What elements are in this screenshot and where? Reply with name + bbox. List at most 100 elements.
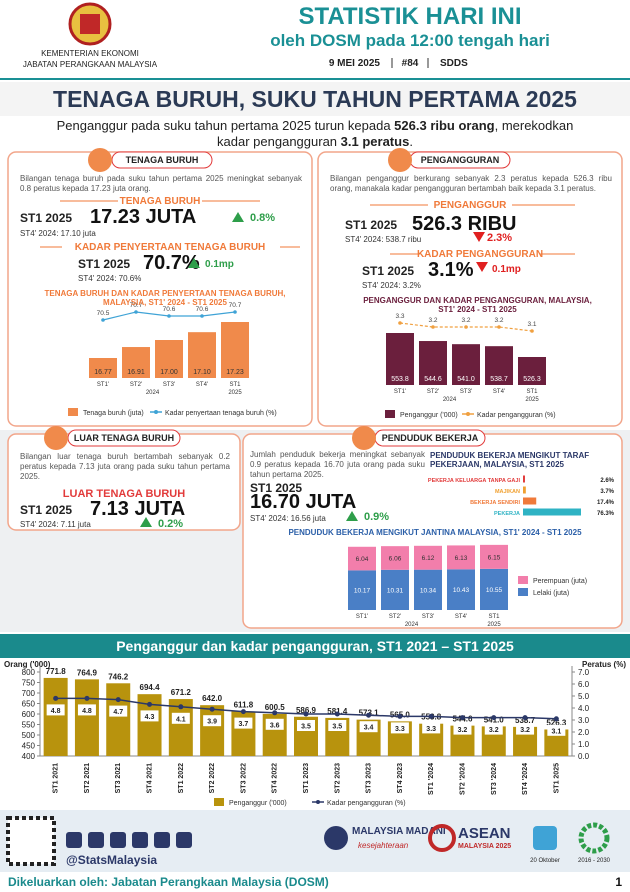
- kpi-label: PENGANGGUR: [434, 200, 508, 211]
- y2-tick-label: 3.0: [578, 716, 590, 725]
- kpi-change: 0.1mp: [205, 259, 234, 270]
- line-value-label: 70.5: [97, 310, 110, 317]
- x-tick-label: ST2 2022: [209, 763, 216, 793]
- issue: #84: [402, 58, 419, 69]
- year-label: 2025: [525, 397, 539, 403]
- y-tick-label: 750: [22, 679, 36, 688]
- segment-label: 6.13: [455, 555, 468, 562]
- line-value-label: 3.2: [428, 317, 437, 324]
- legend-swatch: [154, 410, 158, 414]
- line-value-label: 70.7: [130, 302, 143, 309]
- line-marker: [101, 318, 105, 322]
- kpi-value: 17.23 JUTA: [90, 206, 196, 228]
- bar: [43, 677, 68, 756]
- line-value-label: 3.2: [461, 317, 470, 324]
- legend-label: Penganggur ('000): [400, 412, 458, 419]
- social-icon[interactable]: [176, 832, 192, 848]
- legend-swatch: [68, 408, 78, 416]
- qr-code: [6, 816, 56, 866]
- line-value-label: 3.2: [520, 727, 530, 734]
- line-value-label: 4.1: [176, 716, 186, 723]
- bar-value-label: 538.7: [515, 716, 536, 725]
- y2-tick-label: 7.0: [578, 668, 590, 677]
- chart-title: TENAGA BURUH DAN KADAR PENYERTAAN TENAGA…: [44, 289, 286, 307]
- social-icon[interactable]: [110, 832, 126, 848]
- social-icon[interactable]: [66, 832, 82, 848]
- bar: [518, 357, 546, 385]
- year-label: 2024: [443, 397, 457, 403]
- line-label-box: [359, 721, 378, 733]
- panel-text: Bilangan penganggur berkurang sebanyak 2…: [330, 174, 612, 193]
- social-icon[interactable]: [88, 832, 104, 848]
- kpi-change: 0.9%: [364, 511, 389, 523]
- line-marker: [428, 713, 434, 719]
- line-value-label: 3.7: [239, 721, 249, 728]
- x-tick-label: ST1: [488, 614, 500, 620]
- line-label-box: [46, 704, 65, 716]
- year-label: 2024: [405, 622, 419, 628]
- y2-tick-label: 1.0: [578, 740, 590, 749]
- line-marker: [200, 314, 204, 318]
- bar-value-label: 600.5: [265, 703, 286, 712]
- social-icon[interactable]: [154, 832, 170, 848]
- line-label-box: [453, 723, 472, 735]
- y2-tick-label: 5.0: [578, 692, 590, 701]
- line-value-label: 4.7: [113, 709, 123, 716]
- x-tick-label: ST4': [196, 382, 208, 388]
- line-marker: [464, 325, 468, 329]
- bar-value-label: 771.8: [46, 667, 67, 676]
- bar-value-label: 671.2: [171, 688, 192, 697]
- x-tick-label: ST2 '2024: [459, 763, 466, 795]
- kpi-value: 526.3 RIBU: [412, 213, 517, 235]
- year-label: 2025: [487, 622, 501, 628]
- kpi-value: 3.1%: [428, 259, 474, 281]
- line-value-label: 3.4: [364, 725, 374, 732]
- line-value-label: 3.6: [270, 722, 280, 729]
- x-tick-label: ST3 '2024: [491, 763, 498, 795]
- legend-label: Kadar penyertaan tenaga buruh (%): [165, 410, 277, 417]
- chart-title: PENDUDUK BEKERJA MENGIKUT JANTINA MALAYS…: [288, 528, 582, 537]
- bar-value-label: 16.77: [94, 369, 112, 376]
- x-tick-label: ST4 2021: [147, 763, 154, 793]
- line-value-label: 70.6: [196, 306, 209, 313]
- bar-value-label: 694.4: [140, 683, 161, 692]
- headline-band: [0, 82, 630, 116]
- kpi-period: ST1 2025: [345, 218, 397, 232]
- bar-value-label: 3.7%: [600, 489, 614, 495]
- x-tick-label: ST1 2022: [178, 763, 185, 793]
- x-tick-label: ST4 2022: [272, 763, 279, 793]
- logo-text: kesejahteraan: [358, 841, 409, 850]
- panel-text: Bilangan tenaga buruh pada suku tahun pe…: [20, 174, 302, 193]
- panel-text: Jumlah penduduk bekerja meningkat sebany…: [250, 450, 425, 479]
- x-tick-label: ST3': [422, 614, 434, 620]
- kpi-value: 16.70 JUTA: [250, 491, 356, 513]
- logo-text: ASEAN: [458, 825, 511, 842]
- x-tick-label: ST3': [163, 382, 175, 388]
- bar-value-label: 526.3: [523, 376, 541, 383]
- legend-label: Kadar pengangguran (%): [327, 800, 406, 807]
- line-marker: [366, 712, 372, 718]
- kpi-change: 0.1mp: [492, 264, 521, 275]
- legend-swatch: [518, 588, 528, 596]
- line-marker: [431, 325, 435, 329]
- x-tick-label: ST2': [427, 389, 439, 395]
- headline: TENAGA BURUH, SUKU TAHUN PERTAMA 2025: [53, 86, 577, 112]
- legend-swatch: [466, 412, 470, 416]
- bar: [188, 332, 216, 378]
- line-marker: [240, 709, 246, 715]
- x-tick-label: ST1 2021: [53, 763, 60, 793]
- line-value-label: 70.7: [229, 302, 242, 309]
- logo: [533, 826, 557, 850]
- summary-figure: 526.3 ribu orang: [394, 118, 495, 133]
- social-icon[interactable]: [132, 832, 148, 848]
- bar-value-label: 541.0: [457, 376, 475, 383]
- line-marker: [233, 310, 237, 314]
- line-value-label: 3.2: [489, 727, 499, 734]
- chart-title: Penganggur dan kadar pengangguran, ST1 2…: [116, 638, 514, 654]
- kpi-period: ST1 2025: [20, 503, 72, 517]
- x-tick-label: ST1 '2024: [428, 763, 435, 795]
- icon: [352, 426, 376, 450]
- bar-value-label: 642.0: [202, 694, 223, 703]
- panel-title: PENGANGGURAN: [421, 155, 500, 165]
